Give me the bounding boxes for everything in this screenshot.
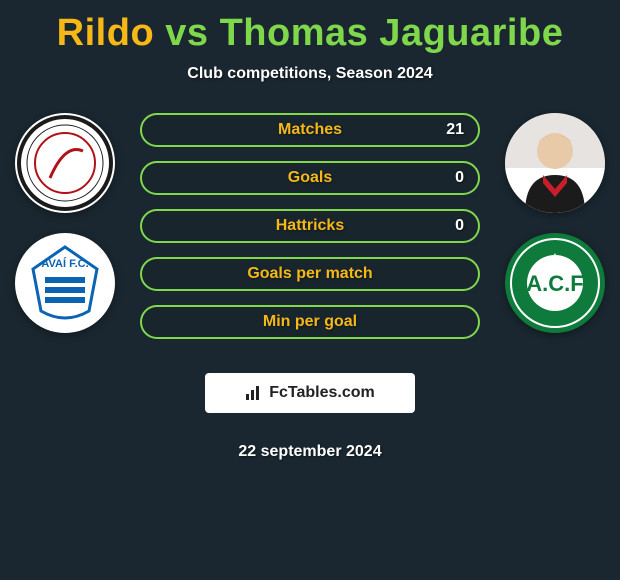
title-player1: Rildo — [57, 12, 154, 54]
right-badges-column: A.C.F — [500, 113, 610, 333]
watermark-text: FcTables.com — [269, 384, 375, 402]
chapecoense-badge: A.C.F — [505, 233, 605, 333]
stat-label: Min per goal — [263, 313, 357, 331]
stat-label: Goals per match — [247, 265, 372, 283]
stat-label: Goals — [288, 169, 332, 187]
player-photo — [505, 113, 605, 213]
title-player2: Thomas Jaguaribe — [220, 12, 564, 54]
left-badges-column: AVAÍ F.C. — [10, 113, 120, 333]
stat-hattricks: Hattricks 0 — [140, 209, 480, 243]
stat-min-per-goal: Min per goal — [140, 305, 480, 339]
watermark: FcTables.com — [205, 373, 415, 413]
stat-matches: Matches 21 — [140, 113, 480, 147]
title-vs: vs — [165, 12, 208, 54]
content-row: AVAÍ F.C. Matches 21 Goals 0 Hattricks 0… — [0, 113, 620, 461]
svg-text:A.C.F: A.C.F — [526, 271, 583, 296]
club-crest-icon — [15, 113, 115, 213]
date: 22 september 2024 — [238, 443, 381, 461]
stat-label: Matches — [278, 121, 342, 139]
page-title: Rildo vs Thomas Jaguaribe — [0, 0, 620, 55]
stats-column: Matches 21 Goals 0 Hattricks 0 Goals per… — [120, 113, 500, 461]
stat-value: 21 — [446, 121, 464, 139]
stat-value: 0 — [455, 217, 464, 235]
stat-label: Hattricks — [276, 217, 344, 235]
bar-chart-icon — [245, 384, 263, 402]
avatar-icon — [505, 113, 605, 213]
stat-goals: Goals 0 — [140, 161, 480, 195]
avai-fc-badge: AVAÍ F.C. — [15, 233, 115, 333]
stat-goals-per-match: Goals per match — [140, 257, 480, 291]
subtitle: Club competitions, Season 2024 — [0, 65, 620, 83]
svg-text:AVAÍ F.C.: AVAÍ F.C. — [41, 257, 88, 270]
al-wahda-badge — [15, 113, 115, 213]
stat-value: 0 — [455, 169, 464, 187]
club-crest-icon: AVAÍ F.C. — [15, 233, 115, 333]
club-crest-icon: A.C.F — [505, 233, 605, 333]
